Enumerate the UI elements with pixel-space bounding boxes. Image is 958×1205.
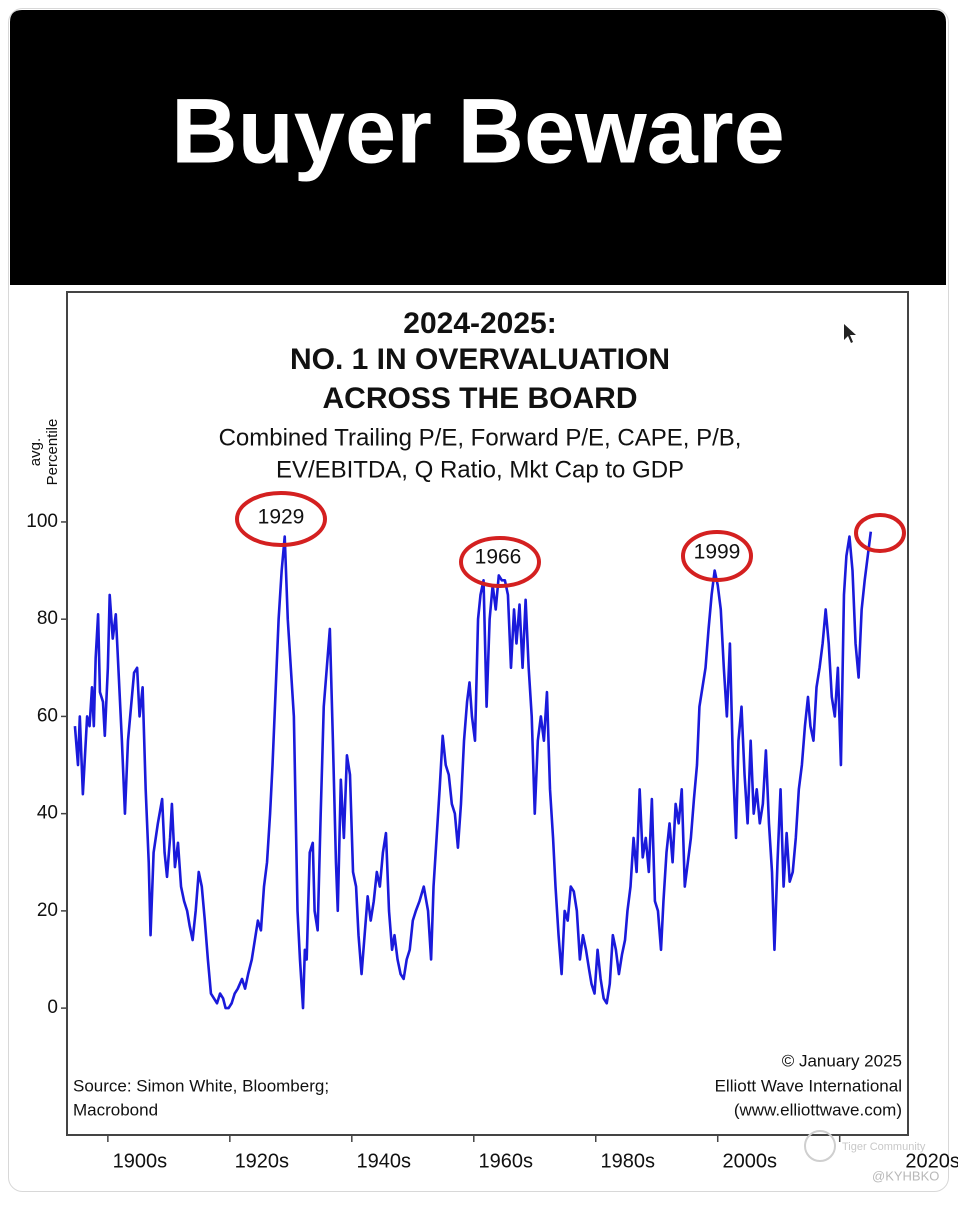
annotation: 1999 <box>694 541 741 564</box>
credit-note: (www.elliottwave.com) <box>734 1100 902 1119</box>
chart-title: 2024-2025: <box>403 307 556 340</box>
y-tick-label: 60 <box>37 705 58 726</box>
highlight-circle <box>854 513 906 553</box>
y-tick-label: 100 <box>26 511 58 532</box>
y-tick-label: 20 <box>37 900 58 921</box>
source-note: Source: Simon White, Bloomberg; <box>73 1076 329 1095</box>
x-tick-label: 1960s <box>479 1150 534 1172</box>
annotation: 1966 <box>475 546 522 569</box>
credit-note: Elliott Wave International <box>715 1076 902 1095</box>
watermark-brand: Tiger Community <box>842 1141 926 1153</box>
credit-note: © January 2025 <box>782 1051 902 1070</box>
cursor-icon <box>844 324 856 343</box>
y-tick-label: 40 <box>37 803 58 824</box>
chart-subtitle: EV/EBITDA, Q Ratio, Mkt Cap to GDP <box>276 456 684 483</box>
watermark-logo <box>804 1130 836 1162</box>
plot-frame <box>66 291 909 1136</box>
x-tick-label: 1900s <box>113 1150 168 1172</box>
plot-marks: 0 20 40 60 80 100 1900s 1920s 1940s 1960s 1980s 200… <box>26 511 958 1172</box>
chart-subtitle: Combined Trailing P/E, Forward P/E, CAPE… <box>219 424 742 451</box>
annotation: 1929 <box>258 506 305 529</box>
x-tick-label: 1980s <box>600 1150 655 1172</box>
highlight-circle <box>235 491 327 547</box>
x-tick-label: 1920s <box>235 1150 290 1172</box>
highlight-circle <box>681 530 753 582</box>
data-line <box>73 531 873 1010</box>
source-note: Macrobond <box>73 1100 158 1119</box>
banner <box>10 10 946 285</box>
y-axis-label: Percentile <box>44 419 61 486</box>
y-axis-label: avg. <box>27 438 44 466</box>
chart-title: NO. 1 IN OVERVALUATION <box>290 343 670 376</box>
highlight-circle <box>459 536 541 588</box>
watermark-handle: @KYHBKO <box>872 1168 939 1183</box>
y-tick-label: 80 <box>37 608 58 629</box>
chart-title: ACROSS THE BOARD <box>322 382 637 415</box>
y-tick-label: 0 <box>47 997 58 1018</box>
x-tick-label: 2020s <box>905 1150 958 1172</box>
banner-title: Buyer Beware <box>171 80 785 182</box>
x-tick-label: 2000s <box>722 1150 777 1172</box>
x-tick-label: 1940s <box>357 1150 412 1172</box>
